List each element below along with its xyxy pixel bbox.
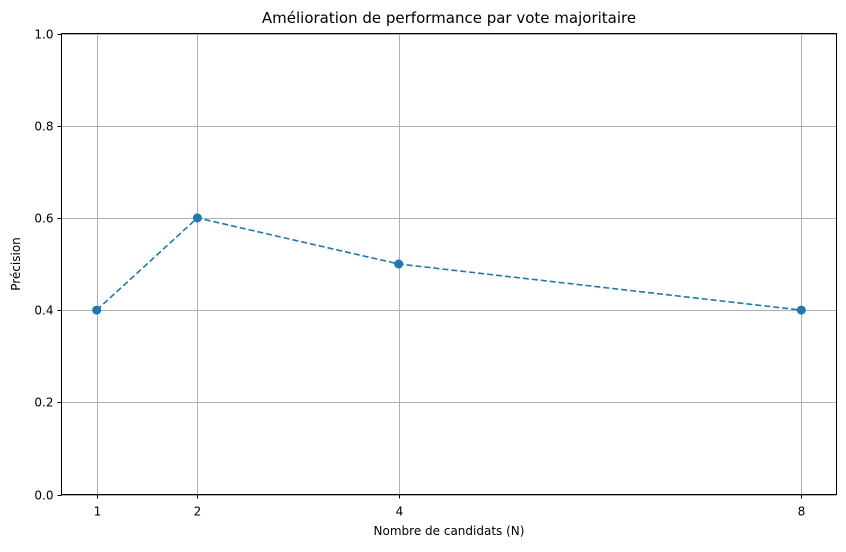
data-point-marker [92, 305, 102, 315]
plot-frame [61, 33, 837, 495]
data-point-marker [394, 259, 404, 269]
data-point-marker [796, 305, 806, 315]
y-tick-label: 0.6 [34, 212, 53, 226]
grid-lines [61, 33, 837, 496]
x-tick-label: 1 [94, 505, 102, 519]
x-tick-label: 2 [194, 505, 202, 519]
y-axis-label: Précision [9, 237, 23, 291]
y-tick-label: 0.2 [34, 396, 53, 410]
y-tick-label: 0.8 [34, 120, 53, 134]
x-axis-label: Nombre de candidats (N) [374, 524, 525, 538]
data-point-marker [192, 213, 202, 223]
y-tick-label: 1.0 [34, 28, 53, 42]
y-tick-label: 0.4 [34, 304, 53, 318]
x-tick-label: 8 [798, 505, 806, 519]
y-tick-label: 0.0 [34, 489, 53, 503]
x-axis-ticks: 1 2 4 8 [94, 494, 806, 519]
y-axis-ticks: 0.0 0.2 0.4 0.6 0.8 1.0 [34, 28, 62, 503]
series-layer [92, 213, 806, 315]
x-tick-label: 4 [396, 505, 404, 519]
series-line [96, 217, 802, 311]
chart-title: Amélioration de performance par vote maj… [262, 9, 636, 27]
